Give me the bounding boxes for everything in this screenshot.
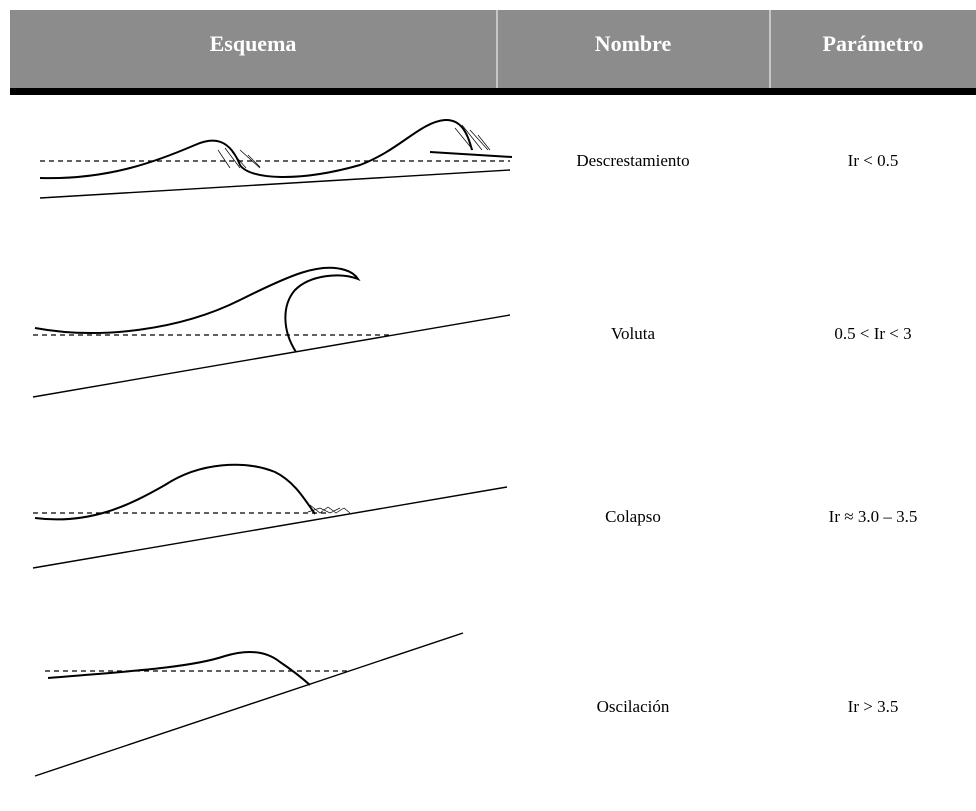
header-rule <box>10 88 976 95</box>
name-cell: Oscilación <box>597 697 670 716</box>
sketch-plunging <box>32 266 511 398</box>
name-cell: Colapso <box>605 507 661 526</box>
name-cell: Voluta <box>611 324 656 343</box>
parameter-cell: Ir ≈ 3.0 – 3.5 <box>829 507 918 526</box>
sketch-surging <box>34 632 464 777</box>
header-row <box>10 10 976 88</box>
parameter-cell: Ir < 0.5 <box>848 151 899 170</box>
parameter-cell: 0.5 < Ir < 3 <box>834 324 911 343</box>
header-cell: Esquema <box>210 31 297 56</box>
name-cell: Descrestamiento <box>576 151 689 170</box>
sketch-spilling <box>39 118 513 199</box>
header-cell: Nombre <box>595 31 672 56</box>
parameter-cell: Ir > 3.5 <box>848 697 899 716</box>
sketch-collapsing <box>32 463 508 569</box>
header-cell: Parámetro <box>823 31 924 56</box>
